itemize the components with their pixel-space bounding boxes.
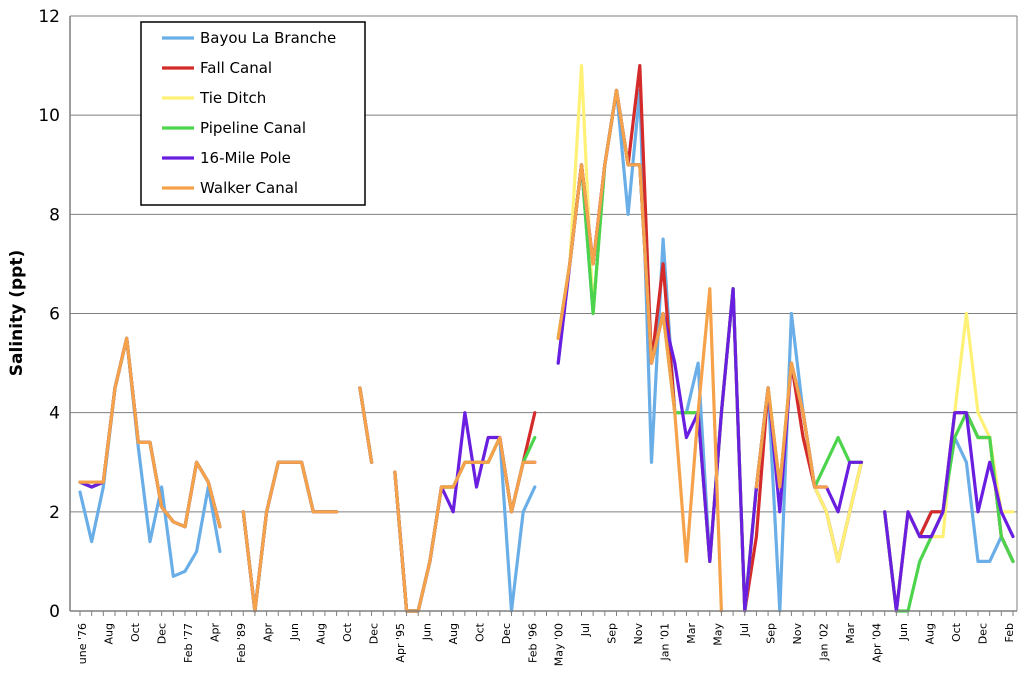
x-tick-label: Oct: [129, 622, 142, 642]
x-tick-label: Aug: [314, 623, 327, 644]
x-tick-label: Sep: [765, 623, 778, 644]
legend: Bayou La Branche Fall Canal Tie Ditch Pipel…: [140, 21, 366, 206]
x-tick-label: Aug: [924, 623, 937, 644]
legend-box: [140, 21, 366, 206]
x-tick-label: Feb '77: [182, 623, 195, 663]
series-line: [241, 460, 339, 613]
x-tick-label: Oct: [341, 622, 354, 642]
x-tick-label: Oct: [950, 622, 963, 642]
x-tick-label: May: [712, 623, 725, 646]
x-tick-label: Jan '02: [818, 623, 831, 661]
y-tick-label: 6: [49, 305, 60, 325]
legend-label: Walker Canal: [200, 179, 298, 197]
y-tick-label: 8: [49, 205, 60, 225]
series-line: [78, 336, 222, 529]
axes: [69, 16, 1018, 616]
y-tick-label: 12: [38, 7, 60, 27]
x-tick-label: Aug: [102, 623, 115, 644]
x-tick-label: Dec: [500, 623, 513, 644]
x-tick-label: Jan '01: [659, 623, 672, 661]
x-tick-label: Feb '89: [235, 623, 248, 663]
y-tick-label: 0: [49, 602, 60, 622]
x-tick-label: Apr '04: [871, 623, 884, 663]
x-tick-label: Dec: [977, 623, 990, 644]
legend-label: 16-Mile Pole: [200, 149, 291, 167]
x-tick-label: Feb: [1003, 623, 1016, 642]
series-line: [358, 386, 374, 464]
series-line: [556, 63, 864, 613]
x-tick-label: Jul: [738, 623, 751, 637]
legend-label: Fall Canal: [200, 59, 272, 77]
x-tick-label: une '76: [76, 623, 89, 664]
x-tick-label: Jun: [288, 623, 301, 641]
y-tick-label: 2: [49, 503, 60, 523]
x-tick-label: Apr: [261, 623, 274, 643]
x-tick-label: Nov: [791, 623, 804, 645]
series-line: [883, 411, 1015, 613]
legend-label: Tie Ditch: [199, 89, 266, 107]
x-tick-label: Jun: [897, 623, 910, 641]
x-tick-label: Jul: [579, 623, 592, 637]
y-tick-label: 4: [49, 404, 60, 424]
x-tick-label: Oct: [473, 622, 486, 642]
series-line: [556, 88, 724, 613]
x-tick-label: Apr '95: [394, 623, 407, 663]
x-tick-label: Sep: [606, 623, 619, 644]
x-tick-label: Nov: [632, 623, 645, 645]
y-tick-labels: 0 2 4 6 8 10 12: [38, 7, 60, 622]
series-line: [556, 63, 864, 613]
series-lines: [78, 63, 1015, 613]
series-line: [754, 361, 829, 489]
x-tick-label: Mar: [844, 623, 857, 644]
x-tick-label: Jun: [420, 623, 433, 641]
x-tick-label: Mar: [685, 623, 698, 644]
y-tick-label: 10: [38, 106, 60, 126]
series-line: [78, 336, 222, 578]
legend-label: Bayou La Branche: [200, 29, 336, 47]
x-tick-label: Dec: [155, 623, 168, 644]
x-tick-label: Aug: [447, 623, 460, 644]
x-tick-label: May '00: [553, 623, 566, 666]
x-tick-label: Feb '96: [526, 623, 539, 663]
legend-label: Pipeline Canal: [200, 119, 306, 137]
x-tick-label: Dec: [367, 623, 380, 644]
x-tick-label: Apr: [208, 623, 221, 643]
y-axis-label: Salinity (ppt): [7, 250, 27, 376]
x-tick-labels: une '76 Aug Oct Dec Feb '77 Apr Feb '89 Apr Jun A…: [76, 622, 1016, 666]
